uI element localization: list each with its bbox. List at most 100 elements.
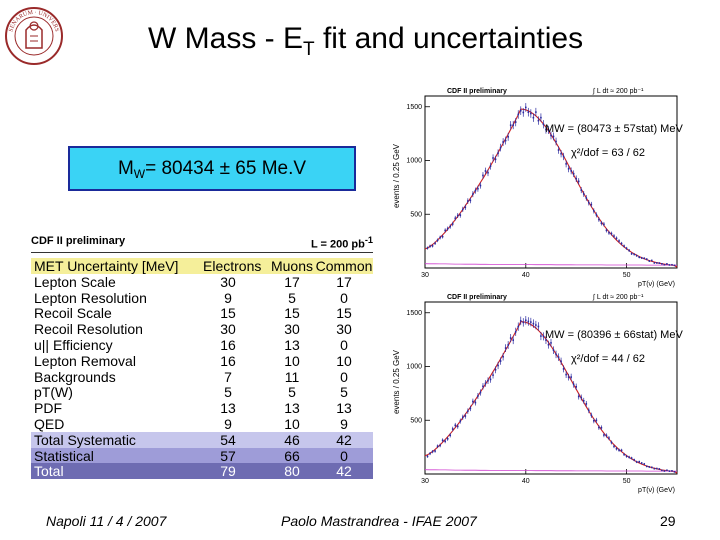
x-tick-label: 40 <box>522 272 530 279</box>
y-axis-label: events / 0.25 GeV <box>392 349 401 414</box>
data-point <box>588 409 590 412</box>
data-point <box>497 152 499 154</box>
data-point <box>467 200 469 202</box>
data-point <box>431 450 434 453</box>
data-point <box>552 135 555 138</box>
row-value: 0 <box>340 337 348 353</box>
data-point <box>557 149 560 151</box>
data-point <box>567 167 570 170</box>
table-row: Lepton Scale 30 17 17 <box>31 274 373 290</box>
row-value: 30 <box>336 321 352 338</box>
data-point <box>557 356 560 358</box>
data-point <box>426 455 429 458</box>
data-point <box>605 229 608 232</box>
data-point <box>547 129 550 131</box>
y-tick-label: 1500 <box>406 310 422 317</box>
data-point <box>550 342 552 344</box>
table-row: Lepton Removal 16 10 10 <box>31 353 373 369</box>
data-point <box>658 468 661 470</box>
data-point <box>610 441 613 444</box>
table-row: u|| Efficiency 16 13 0 <box>31 337 373 353</box>
data-point <box>537 119 540 122</box>
data-point <box>439 444 441 447</box>
table-luminosity-label: L = 200 pb-1 <box>310 235 373 251</box>
data-point <box>588 201 590 204</box>
row-value: 10 <box>284 352 300 369</box>
data-point <box>603 434 605 436</box>
data-point <box>651 466 653 469</box>
table-row: Statistical 57 66 0 <box>31 447 373 464</box>
data-point <box>444 440 446 443</box>
row-label: Lepton Resolution <box>34 289 147 306</box>
data-point <box>562 155 565 158</box>
data-point <box>630 252 633 255</box>
row-value: 13 <box>284 337 300 353</box>
data-point <box>489 165 492 167</box>
row-label: Lepton Removal <box>34 352 136 369</box>
uncertainty-table: CDF II preliminary L = 200 pb-1 MET Unce… <box>31 232 373 482</box>
title-suffix: fit and uncertainties <box>314 22 584 55</box>
data-point <box>479 391 482 394</box>
data-point <box>648 466 651 468</box>
data-point <box>540 335 542 337</box>
data-point <box>429 245 431 248</box>
data-point <box>590 414 593 417</box>
x-tick-label: 50 <box>623 478 631 485</box>
row-label: Total <box>34 463 64 480</box>
data-point <box>484 170 487 172</box>
data-point <box>577 180 580 183</box>
data-point <box>640 462 643 464</box>
table-row: Lepton Resolution 9 5 0 <box>31 290 373 306</box>
data-point <box>509 124 512 127</box>
data-point <box>673 471 676 473</box>
row-value: 5 <box>224 384 232 401</box>
row-value: 17 <box>284 273 300 290</box>
data-point <box>618 449 620 451</box>
data-point <box>580 189 583 191</box>
data-point <box>492 374 494 376</box>
data-point <box>456 425 459 428</box>
data-point <box>482 174 484 177</box>
data-point <box>527 320 530 323</box>
result-prefix: M <box>117 157 134 179</box>
data-point <box>666 469 668 472</box>
table-row: Total 79 80 42 <box>31 463 373 479</box>
fit-mass-label: MW = (80396 ± 66stat) MeV <box>545 329 683 341</box>
data-point <box>580 396 583 399</box>
data-point <box>532 322 535 325</box>
data-point <box>444 229 446 232</box>
data-point <box>620 242 623 245</box>
row-value: 79 <box>220 463 236 480</box>
data-point <box>668 470 671 472</box>
data-point <box>608 231 610 234</box>
data-point <box>555 140 557 143</box>
data-point <box>494 368 497 371</box>
table-row: pT(W) 5 5 5 <box>31 384 373 400</box>
result-value: = 80434 ± 65 Me.V <box>145 157 307 179</box>
background-curve <box>424 263 677 266</box>
row-value: 46 <box>284 431 300 448</box>
data-point <box>439 236 441 239</box>
data-point <box>613 235 615 237</box>
data-point <box>658 262 661 264</box>
data-point <box>462 416 464 419</box>
data-point <box>522 111 525 114</box>
data-point <box>585 197 588 199</box>
row-value: 16 <box>220 352 236 369</box>
table-caption: CDF II preliminary L = 200 pb-1 <box>31 232 373 251</box>
data-point <box>484 382 487 385</box>
data-point <box>545 339 547 341</box>
data-point <box>630 457 633 459</box>
row-label: Recoil Scale <box>34 305 112 322</box>
data-point <box>477 395 479 397</box>
data-point <box>464 415 467 417</box>
data-point <box>608 437 610 439</box>
data-point <box>459 214 462 216</box>
row-value: 30 <box>284 321 300 338</box>
page-number: 29 <box>660 513 676 529</box>
data-point <box>570 170 572 172</box>
data-point <box>459 420 462 422</box>
data-point <box>595 214 598 216</box>
row-label: u|| Efficiency <box>34 337 113 353</box>
data-point <box>633 459 635 461</box>
